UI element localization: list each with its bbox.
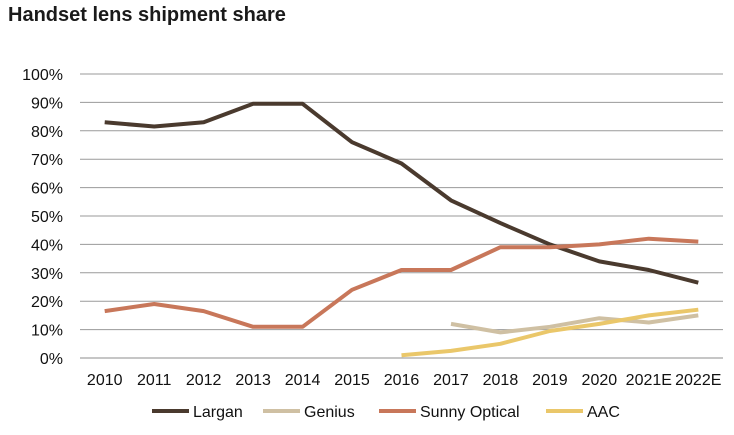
- legend-label-largan: Largan: [193, 404, 243, 421]
- legend-label-aac: AAC: [587, 404, 620, 421]
- x-tick-label: 2022E: [675, 372, 721, 389]
- series-line-largan: [104, 101, 699, 285]
- y-tick-label: 100%: [22, 67, 63, 84]
- y-tick-label: 30%: [31, 266, 63, 283]
- x-tick-label: 2012: [186, 372, 222, 389]
- x-tick-label: 2014: [285, 372, 321, 389]
- x-tick-label: 2019: [532, 372, 568, 389]
- y-tick-label: 80%: [31, 124, 63, 141]
- series-line-genius: [450, 313, 699, 335]
- x-tick-label: 2016: [384, 372, 420, 389]
- legend-label-sunny-optical: Sunny Optical: [420, 404, 520, 421]
- gridlines: [80, 73, 723, 359]
- legend: Largan Genius Sunny Optical AAC: [152, 404, 620, 421]
- legend-label-genius: Genius: [304, 404, 355, 421]
- x-tick-label: 2011: [137, 372, 172, 389]
- y-tick-label: 90%: [31, 95, 63, 112]
- x-tick-label: 2015: [334, 372, 370, 389]
- chart-title: Handset lens shipment share: [8, 4, 286, 26]
- series-line-sunny-optical: [104, 236, 699, 329]
- y-tick-label: 40%: [31, 237, 63, 254]
- x-tick-label: 2013: [235, 372, 271, 389]
- x-axis-ticks: 2010 2011 2012 2013 2014 2015 2016 2017 2018 2019…: [87, 372, 721, 389]
- y-tick-label: 10%: [31, 323, 63, 340]
- y-tick-label: 20%: [31, 294, 63, 311]
- y-tick-label: 60%: [31, 181, 63, 198]
- x-tick-label: 2018: [483, 372, 519, 389]
- x-tick-label: 2021E: [626, 372, 672, 389]
- x-tick-label: 2020: [582, 372, 618, 389]
- x-tick-label: 2017: [433, 372, 469, 389]
- y-tick-label: 50%: [31, 209, 63, 226]
- y-axis-ticks: 0% 10% 20% 30% 40% 50% 60% 70% 80% 90% 100%: [22, 67, 63, 368]
- y-tick-label: 0%: [40, 351, 63, 368]
- series-lines: [104, 101, 699, 358]
- series-line-aac: [401, 307, 699, 358]
- y-tick-label: 70%: [31, 152, 63, 169]
- x-tick-label: 2010: [87, 372, 123, 389]
